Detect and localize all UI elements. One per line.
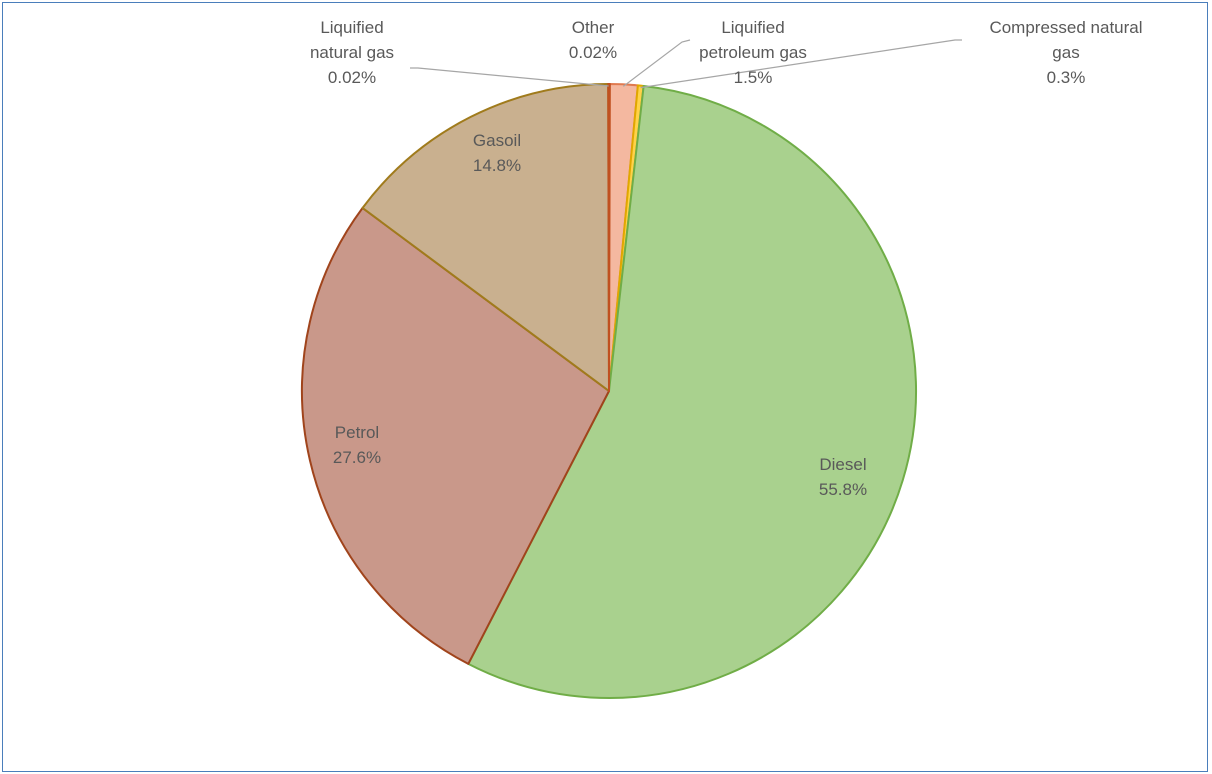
- pie-slice-gasoil: [361, 83, 610, 392]
- data-label-liquified-natural-gas: Liquified natural gas 0.02%: [310, 18, 394, 87]
- pie-slice-other: [608, 83, 611, 392]
- pie-slice-diesel: [467, 84, 917, 699]
- leader-line-liquified-natural-gas: [410, 67, 609, 87]
- data-label-diesel: Diesel 55.8%: [819, 455, 867, 499]
- leader-lines: [410, 39, 962, 89]
- pie-slices: [301, 82, 917, 699]
- leader-line-compressed-natural-gas: [640, 39, 962, 89]
- pie-slice-petrol: [301, 206, 610, 665]
- data-label-compressed-natural-gas: Compressed natural gas 0.3%: [989, 18, 1142, 87]
- data-label-other: Other 0.02%: [569, 18, 617, 62]
- data-label-gasoil: Gasoil 14.8%: [473, 131, 521, 175]
- data-labels: Liquified petroleum gas 1.5% Compressed nat…: [310, 18, 1143, 499]
- data-label-liquified-petroleum-gas: Liquified petroleum gas 1.5%: [699, 18, 807, 87]
- leader-line-liquified-petroleum-gas: [622, 39, 691, 87]
- data-label-petrol: Petrol 27.6%: [333, 423, 381, 467]
